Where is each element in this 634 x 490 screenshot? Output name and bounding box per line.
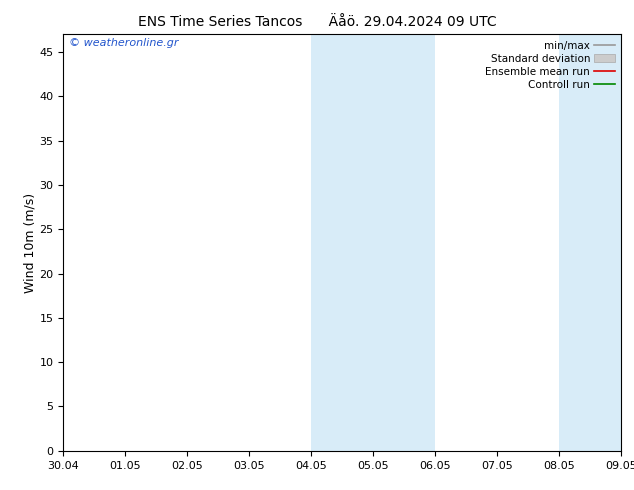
Text: ENS Time Series Tancos      Äåö. 29.04.2024 09 UTC: ENS Time Series Tancos Äåö. 29.04.2024 0… xyxy=(138,15,496,29)
Bar xyxy=(559,34,621,451)
Bar xyxy=(373,34,436,451)
Legend: min/max, Standard deviation, Ensemble mean run, Controll run: min/max, Standard deviation, Ensemble me… xyxy=(481,36,619,94)
Text: © weatheronline.gr: © weatheronline.gr xyxy=(69,38,179,49)
Y-axis label: Wind 10m (m/s): Wind 10m (m/s) xyxy=(24,193,37,293)
Bar xyxy=(311,34,373,451)
